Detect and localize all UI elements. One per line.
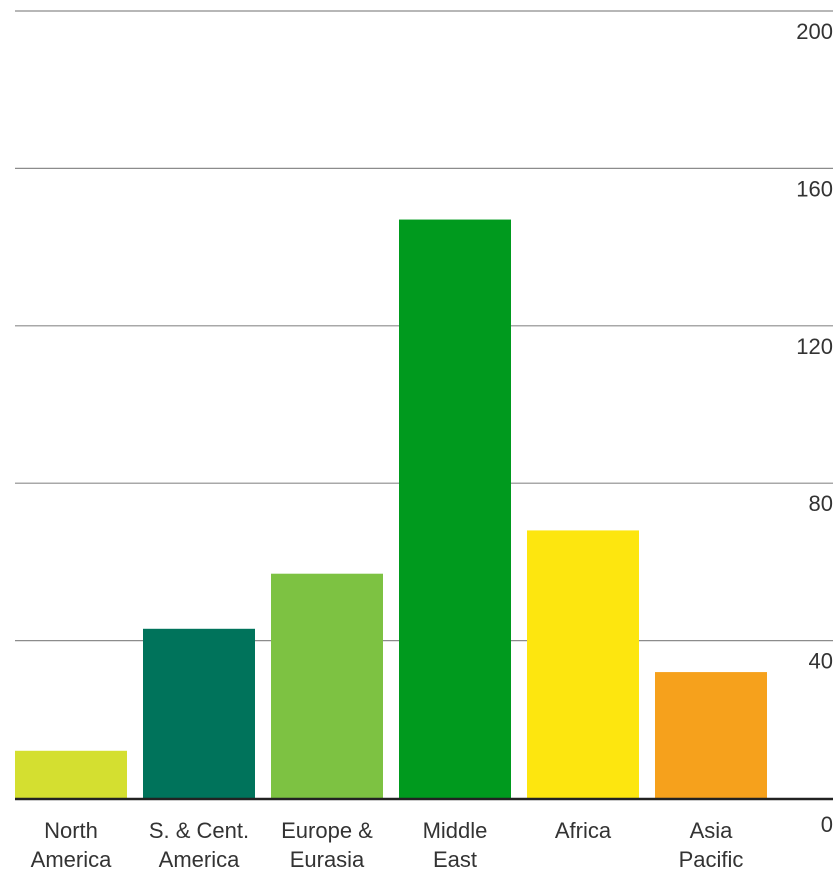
category-label: S. & Cent. America <box>149 818 249 872</box>
bar-asia-pacific <box>655 672 767 798</box>
bar-s-cent-america <box>143 628 255 798</box>
category-label-line: America <box>31 847 112 872</box>
category-label: Europe & Eurasia <box>281 818 373 872</box>
y-tick-label: 40 <box>809 649 833 674</box>
category-label-line: Europe & <box>281 818 373 843</box>
category-label-line: Middle <box>423 818 488 843</box>
category-label-line: North <box>44 818 98 843</box>
category-label-line: Eurasia <box>290 847 365 872</box>
y-axis-ticks: 0 40 80 120 160 200 <box>796 19 833 837</box>
category-label: Asia Pacific <box>679 818 744 872</box>
category-label: Africa <box>555 818 612 843</box>
bar-europe-eurasia <box>271 573 383 798</box>
category-label-line: America <box>159 847 240 872</box>
y-tick-label: 120 <box>796 334 833 359</box>
bar-middle-east <box>399 219 511 798</box>
y-tick-label: 160 <box>796 176 833 201</box>
category-label: Middle East <box>423 818 488 872</box>
bar-north-america <box>15 750 127 798</box>
category-label-line: Asia <box>690 818 734 843</box>
category-label: North America <box>31 818 112 872</box>
y-tick-label: 200 <box>796 19 833 44</box>
category-label-line: Pacific <box>679 847 744 872</box>
bars <box>15 219 767 798</box>
category-label-line: S. & Cent. <box>149 818 249 843</box>
bar-africa <box>527 530 639 798</box>
category-label-line: Africa <box>555 818 612 843</box>
category-label-line: East <box>433 847 477 872</box>
y-tick-label: 0 <box>821 812 833 837</box>
y-tick-label: 80 <box>809 491 833 516</box>
